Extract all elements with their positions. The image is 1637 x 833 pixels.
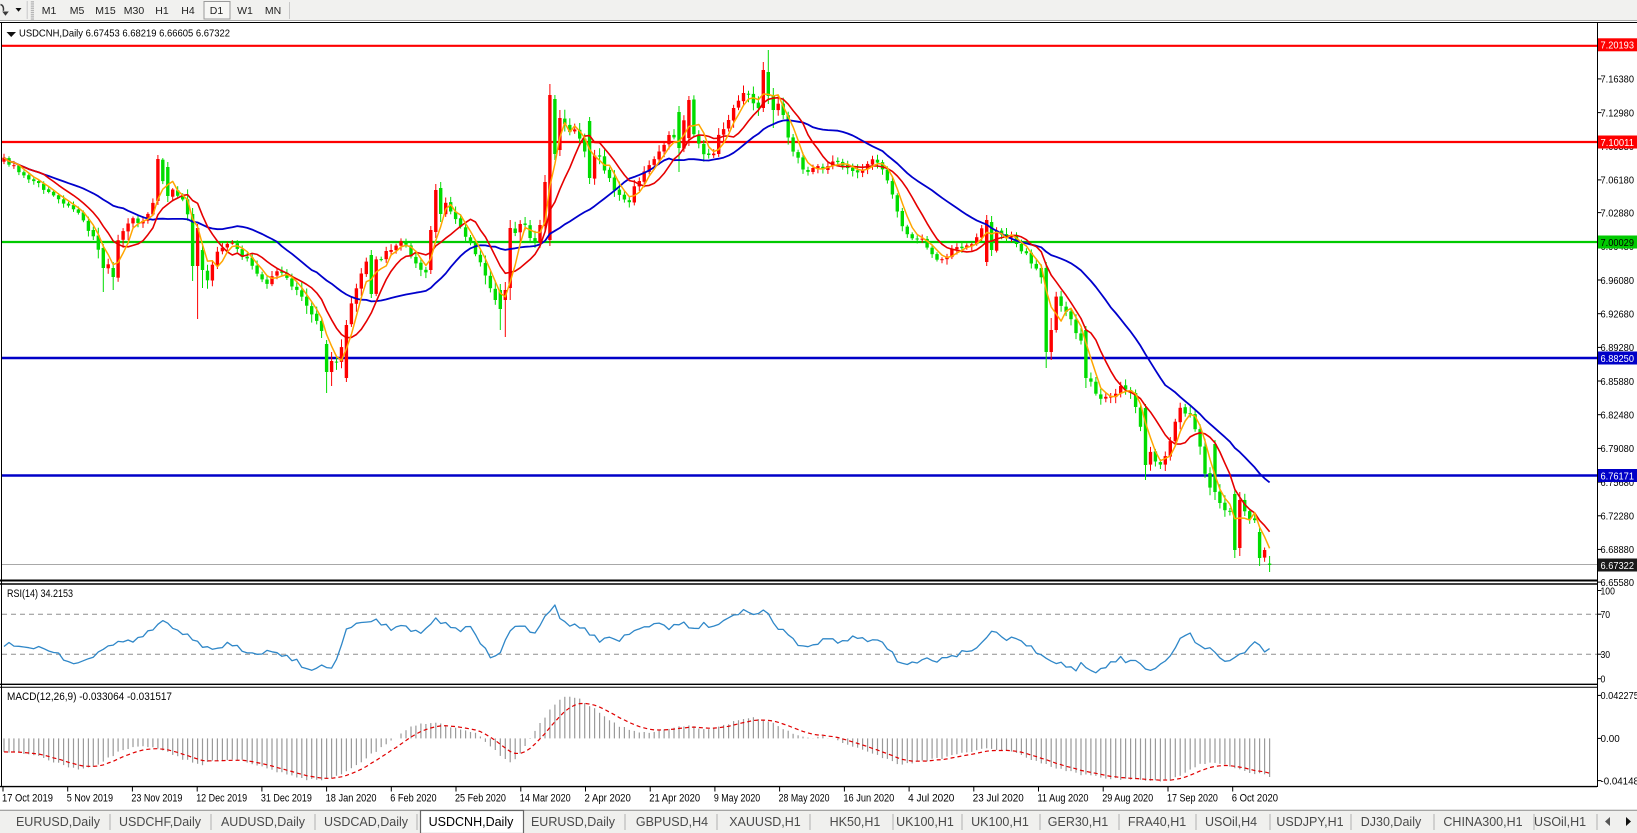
svg-text:0.042275: 0.042275 <box>1601 690 1637 702</box>
svg-text:6 Oct 2020: 6 Oct 2020 <box>1232 793 1278 805</box>
svg-text:GBPUSD,H4: GBPUSD,H4 <box>636 815 708 829</box>
svg-text:6.92680: 6.92680 <box>1601 309 1635 321</box>
svg-text:GER30,H1: GER30,H1 <box>1048 815 1108 829</box>
svg-text:7.12980: 7.12980 <box>1601 107 1635 119</box>
svg-text:USOil,H4: USOil,H4 <box>1205 815 1257 829</box>
svg-text:H1: H1 <box>155 5 169 17</box>
svg-text:7.20193: 7.20193 <box>1601 40 1635 52</box>
svg-text:HK50,H1: HK50,H1 <box>830 815 881 829</box>
svg-text:UK100,H1: UK100,H1 <box>971 815 1029 829</box>
svg-text:EURUSD,Daily: EURUSD,Daily <box>16 815 101 829</box>
svg-text:12 Dec 2019: 12 Dec 2019 <box>196 793 247 805</box>
svg-text:17 Oct 2019: 17 Oct 2019 <box>2 793 53 805</box>
svg-text:6.76171: 6.76171 <box>1601 470 1635 482</box>
svg-text:MACD(12,26,9) -0.033064 -0.031: MACD(12,26,9) -0.033064 -0.031517 <box>7 691 172 703</box>
svg-text:9 May 2020: 9 May 2020 <box>714 793 760 805</box>
svg-text:FRA40,H1: FRA40,H1 <box>1128 815 1186 829</box>
svg-text:17 Sep 2020: 17 Sep 2020 <box>1167 793 1218 805</box>
svg-text:MN: MN <box>265 5 281 17</box>
svg-text:UK100,H1: UK100,H1 <box>896 815 954 829</box>
svg-text:6.88250: 6.88250 <box>1601 353 1635 365</box>
svg-text:31 Dec 2019: 31 Dec 2019 <box>261 793 312 805</box>
svg-text:21 Apr 2020: 21 Apr 2020 <box>649 793 700 805</box>
svg-text:USOil,H1: USOil,H1 <box>1534 815 1586 829</box>
svg-text:0.00: 0.00 <box>1601 733 1620 745</box>
svg-text:USDCHF,Daily: USDCHF,Daily <box>119 815 202 829</box>
svg-text:6.82480: 6.82480 <box>1601 410 1635 422</box>
svg-text:6.68880: 6.68880 <box>1601 544 1635 556</box>
svg-text:M15: M15 <box>95 5 116 17</box>
svg-text:23 Jul 2020: 23 Jul 2020 <box>973 793 1024 805</box>
svg-text:USDCNH,Daily: USDCNH,Daily <box>429 815 514 829</box>
svg-text:7.06180: 7.06180 <box>1601 175 1635 187</box>
svg-text:7.16380: 7.16380 <box>1601 74 1635 86</box>
svg-text:4 Jul 2020: 4 Jul 2020 <box>908 793 954 805</box>
svg-text:6.85880: 6.85880 <box>1601 376 1635 388</box>
svg-text:6.89280: 6.89280 <box>1601 342 1635 354</box>
svg-text:6.96080: 6.96080 <box>1601 275 1635 287</box>
svg-text:M1: M1 <box>42 5 57 17</box>
svg-text:6.65580: 6.65580 <box>1601 577 1635 589</box>
svg-text:D1: D1 <box>210 5 224 17</box>
svg-text:16 Jun 2020: 16 Jun 2020 <box>843 793 894 805</box>
svg-text:70: 70 <box>1601 609 1611 621</box>
svg-text:USDCNH,Daily 6.67453 6.68219: USDCNH,Daily 6.67453 6.68219 6.66605 6.6… <box>19 28 230 40</box>
svg-text:6.79080: 6.79080 <box>1601 443 1635 455</box>
svg-text:23 Nov 2019: 23 Nov 2019 <box>131 793 182 805</box>
svg-text:USDCAD,Daily: USDCAD,Daily <box>324 815 409 829</box>
svg-text:6.72280: 6.72280 <box>1601 511 1635 523</box>
svg-text:AUDUSD,Daily: AUDUSD,Daily <box>221 815 306 829</box>
svg-text:25 Feb 2020: 25 Feb 2020 <box>455 793 506 805</box>
svg-text:28 May 2020: 28 May 2020 <box>779 793 830 805</box>
svg-text:H4: H4 <box>181 5 195 17</box>
svg-text:29 Aug 2020: 29 Aug 2020 <box>1102 793 1153 805</box>
svg-text:14 Mar 2020: 14 Mar 2020 <box>520 793 571 805</box>
svg-text:M5: M5 <box>70 5 85 17</box>
svg-text:30: 30 <box>1601 649 1611 661</box>
svg-text:EURUSD,Daily: EURUSD,Daily <box>531 815 616 829</box>
svg-text:CHINA300,H1: CHINA300,H1 <box>1443 815 1522 829</box>
svg-text:DJ30,Daily: DJ30,Daily <box>1361 815 1422 829</box>
svg-text:5 Nov 2019: 5 Nov 2019 <box>67 793 113 805</box>
svg-text:11 Aug 2020: 11 Aug 2020 <box>1038 793 1089 805</box>
svg-text:18 Jan 2020: 18 Jan 2020 <box>326 793 377 805</box>
svg-text:6.67322: 6.67322 <box>1601 560 1635 572</box>
svg-text:USDJPY,H1: USDJPY,H1 <box>1276 815 1343 829</box>
svg-text:7.02880: 7.02880 <box>1601 207 1635 219</box>
svg-text:RSI(14) 34.2153: RSI(14) 34.2153 <box>7 588 73 600</box>
svg-text:W1: W1 <box>237 5 253 17</box>
svg-text:7.10011: 7.10011 <box>1601 137 1635 149</box>
svg-text:6 Feb 2020: 6 Feb 2020 <box>390 793 436 805</box>
svg-text:-0.04148: -0.04148 <box>1601 775 1637 787</box>
svg-text:0: 0 <box>1601 674 1606 686</box>
svg-text:2 Apr 2020: 2 Apr 2020 <box>585 793 631 805</box>
svg-text:7.00029: 7.00029 <box>1601 237 1635 249</box>
svg-text:M30: M30 <box>124 5 145 17</box>
svg-text:XAUUSD,H1: XAUUSD,H1 <box>729 815 801 829</box>
svg-text:100: 100 <box>1601 585 1616 597</box>
